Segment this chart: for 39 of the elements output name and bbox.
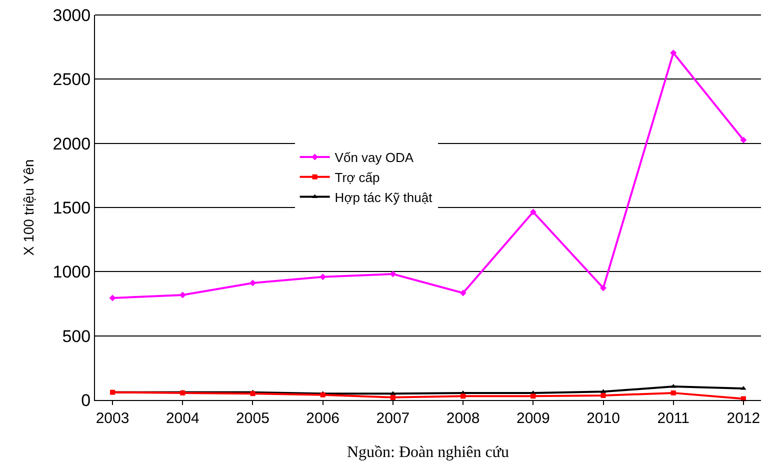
x-tick-label: 2009 xyxy=(516,410,550,427)
x-tick-label: 2008 xyxy=(446,410,480,427)
point xyxy=(530,208,536,216)
point xyxy=(109,294,116,302)
x-tick-label: 2006 xyxy=(306,410,340,427)
text: Nguồn: Đoàn nghiên cứu xyxy=(347,444,509,461)
point xyxy=(530,394,536,399)
x-tick-label: 2003 xyxy=(96,410,130,427)
legend-label: Trợ cấp xyxy=(334,170,380,185)
point xyxy=(670,50,677,56)
point xyxy=(250,391,256,396)
y-tick-label: 500 xyxy=(62,326,91,346)
point xyxy=(390,394,396,400)
y-tick-label: 2000 xyxy=(52,134,91,154)
y-tick-label: 1500 xyxy=(52,198,91,218)
y-tick-label: 0 xyxy=(81,390,91,410)
legend-label: Hợp tác Kỹ thuật xyxy=(334,190,433,205)
x-tick-label: 2004 xyxy=(166,410,200,427)
x-tick-label: 2005 xyxy=(236,410,270,427)
point xyxy=(320,392,326,398)
point xyxy=(740,136,747,144)
point xyxy=(390,270,396,278)
point xyxy=(600,284,607,292)
x-tick-label: 2012 xyxy=(726,410,760,427)
legend-label: Vốn vay ODA xyxy=(334,150,414,166)
x-tick-label: 2011 xyxy=(657,410,690,427)
point xyxy=(249,280,256,286)
y-axis-title: X 100 triệu Yên xyxy=(20,159,36,256)
y-tick-label: 1000 xyxy=(52,262,91,282)
point xyxy=(460,290,466,296)
point xyxy=(670,390,676,396)
y-tick-label: 3000 xyxy=(52,6,91,25)
point xyxy=(600,393,606,398)
y-tick-label: 2500 xyxy=(52,70,91,90)
point xyxy=(179,292,186,298)
point xyxy=(320,274,326,280)
x-tick-label: 2010 xyxy=(586,410,620,427)
point xyxy=(460,394,466,399)
x-tick-label: 2007 xyxy=(376,410,410,427)
